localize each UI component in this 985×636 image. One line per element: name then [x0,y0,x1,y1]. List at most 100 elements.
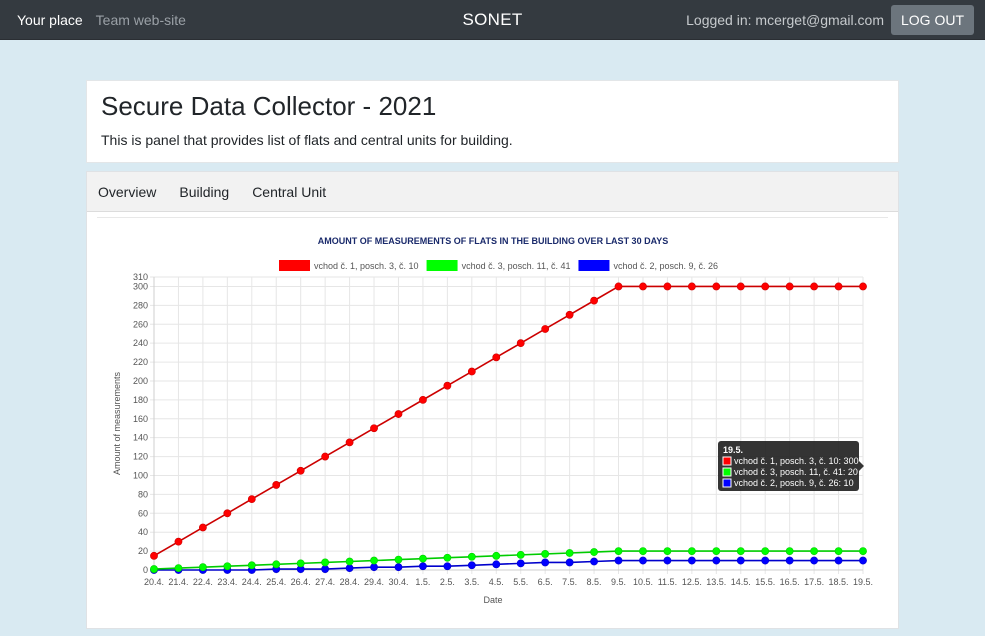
series-2-point-10 [394,563,403,572]
legend-swatch-0 [279,260,310,271]
nav-team-site-link[interactable]: Team web-site [95,12,186,28]
series-1-point-20 [639,547,647,555]
x-tick-label-29: 19.5. [853,577,873,587]
tooltip-line-2: vchod č. 2, posch. 9, č. 26: 10 [734,478,854,488]
series-line-0 [153,285,863,557]
series-1-point-19 [614,547,623,555]
y-tick-label-4: 80 [138,489,148,499]
series-0-point-21 [663,282,672,291]
series-2-point-17 [565,558,574,567]
series-1-point-13 [467,552,476,561]
x-tick-label-21: 11.5. [658,577,677,587]
series-0-point-13 [467,367,476,376]
x-axis-title: Date [483,595,502,605]
series-2-point-8 [345,564,354,573]
series-0-point-7 [321,452,330,461]
tooltip-swatch-1 [722,467,732,477]
tooltip-swatch-2 [722,478,732,488]
series-0-point-16 [541,325,550,333]
y-tick-label-12: 240 [133,338,148,348]
y-tick-label-2: 40 [138,527,148,537]
y-axis-title: Amount of measurements [112,371,122,475]
legend-label-0: vchod č. 1, posch. 3, č. 10 [314,261,419,271]
nav-your-place-link[interactable]: Your place [17,12,83,28]
brand-logo-text[interactable]: SONET [462,10,523,29]
series-1-point-27 [810,547,819,555]
x-tick-label-7: 27.4. [315,577,335,587]
series-0-point-27 [810,282,819,291]
series-2-point-27 [810,556,819,565]
series-0-point-20 [639,282,647,291]
x-tick-label-9: 29.4. [364,577,384,587]
y-tick-label-10: 200 [133,376,148,386]
series-1-point-11 [419,554,427,563]
x-tick-label-2: 22.4. [193,577,213,587]
series-2-point-29 [859,556,867,565]
x-tick-label-28: 18.5. [829,577,849,587]
series-0-point-5 [272,481,281,489]
series-1-point-6 [296,559,305,568]
tab-overview[interactable]: Overview [98,183,157,200]
x-tick-label-11: 1.5. [415,577,430,587]
series-0-point-10 [394,410,403,418]
series-2-point-21 [663,556,672,565]
x-tick-label-10: 30.4. [388,577,408,587]
series-line-2 [154,559,863,571]
brand-area: SONET [0,0,985,40]
x-tick-label-3: 23.4. [217,577,237,587]
chart-title: AMOUNT OF MEASUREMENTS OF FLATS IN THE B… [318,236,669,246]
logout-button[interactable]: LOG OUT [890,5,974,35]
y-tick-label-13: 260 [133,319,148,329]
measurements-chart: AMOUNT OF MEASUREMENTS OF FLATS IN THE B… [112,236,873,605]
series-1-point-25 [761,547,770,555]
x-tick-label-15: 5.5. [513,577,528,587]
x-tick-label-14: 4.5. [489,577,504,587]
x-tick-label-27: 17.5. [804,577,824,587]
series-2-point-11 [419,562,427,571]
series-1-point-0 [150,565,158,573]
series-1-point-7 [321,558,330,567]
x-tick-label-19: 9.5. [611,577,626,587]
series-line-1 [153,550,863,570]
tab-central-unit[interactable]: Central Unit [252,183,327,200]
series-1-point-26 [785,547,794,555]
series-1-point-21 [663,547,672,555]
series-1-point-5 [272,560,281,569]
series-0-point-19 [614,282,623,291]
series-0-point-17 [565,310,574,319]
series-2-point-14 [492,560,501,569]
x-tick-label-23: 13.5. [706,577,726,587]
series-2-point-9 [370,563,378,572]
x-tick-label-1: 21.4. [168,577,188,587]
series-2-point-18 [590,557,598,566]
tab-building[interactable]: Building [179,183,230,200]
series-0-point-3 [223,509,232,518]
page-subtitle: This is panel that provides list of flat… [101,132,513,148]
y-tick-label-8: 160 [133,414,148,424]
tab-divider [97,217,888,218]
legend-swatch-2 [578,260,610,271]
header-card: Secure Data Collector - 2021 This is pan… [86,80,899,163]
series-1-point-4 [247,561,256,570]
series-2-point-20 [639,556,647,565]
y-tick-label-6: 120 [133,452,148,462]
series-1-point-12 [443,553,452,562]
series-0-point-18 [590,296,598,305]
x-tick-label-24: 14.5. [731,577,751,587]
series-2-point-22 [687,556,696,565]
series-1-point-23 [712,547,721,555]
tooltip-title: 19.5. [723,445,743,455]
tab-bar: Overview Building Central Unit [87,172,898,212]
series-0-point-15 [516,339,525,348]
series-2-point-26 [785,556,794,565]
series-1-point-28 [834,547,843,555]
x-tick-label-8: 28.4. [340,577,360,587]
series-0-point-4 [247,495,256,504]
series-2-point-25 [761,556,770,565]
series-1-point-9 [370,556,378,565]
x-tick-label-12: 2.5. [440,577,455,587]
top-navbar: Your place Team web-site SONET Logged in… [0,0,985,40]
y-tick-label-9: 180 [133,395,148,405]
x-tick-label-5: 25.4. [266,577,286,587]
series-0-point-29 [859,282,867,291]
